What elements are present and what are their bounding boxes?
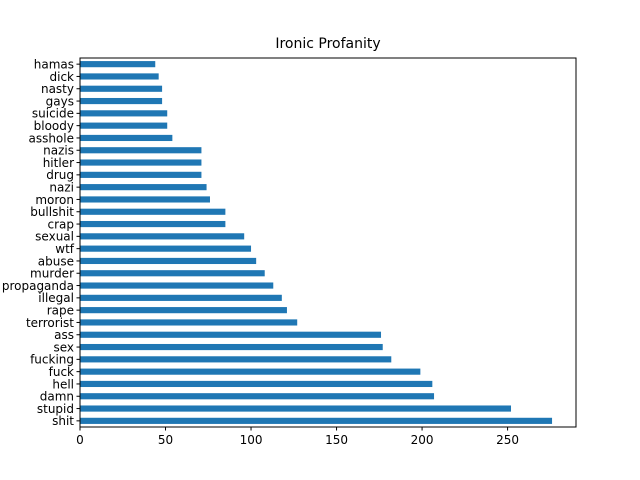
- plot-frame: [79, 57, 577, 428]
- y-tick-label: wtf: [55, 242, 75, 256]
- y-tick-label: nasty: [41, 82, 74, 96]
- chart-title: Ironic Profanity: [275, 36, 380, 52]
- y-tick-label: nazi: [49, 180, 74, 194]
- y-tick-label: sex: [53, 340, 74, 354]
- y-tick-label: rape: [47, 303, 74, 317]
- y-tick-label: asshole: [28, 131, 74, 145]
- bar-bullshit: [80, 208, 226, 215]
- bar-asshole: [80, 134, 173, 142]
- y-tick-label: drug: [46, 168, 74, 182]
- y-tick-label: stupid: [37, 402, 74, 416]
- bar-fucking: [80, 356, 392, 363]
- y-tick-label: illegal: [38, 291, 74, 305]
- bar-abuse: [80, 257, 257, 265]
- bar-hell: [80, 380, 433, 388]
- y-tick-label: terrorist: [26, 316, 74, 330]
- bar-stupid: [80, 405, 512, 412]
- y-tick-label: fucking: [30, 353, 74, 367]
- bar-dick: [80, 73, 159, 80]
- bar-wtf: [80, 245, 252, 252]
- y-tick-label: crap: [47, 217, 74, 231]
- bar-nazis: [80, 147, 202, 154]
- bar-moron: [80, 196, 210, 203]
- bar-hamas: [80, 61, 156, 68]
- x-tick-label: 250: [496, 433, 519, 447]
- bar-gays: [80, 97, 163, 105]
- bar-crap: [80, 220, 226, 228]
- y-tick-label: dick: [50, 70, 75, 84]
- y-tick-label: damn: [40, 390, 74, 404]
- y-tick-label: ass: [54, 328, 74, 342]
- y-tick-label: suicide: [32, 107, 74, 121]
- bar-damn: [80, 393, 435, 400]
- bar-terrorist: [80, 319, 298, 326]
- bar-drug: [80, 171, 202, 178]
- bars-group: [80, 61, 553, 424]
- y-tick-label: hitler: [43, 156, 74, 170]
- y-tick-label: bloody: [34, 119, 74, 133]
- x-tick-label: 0: [76, 433, 84, 447]
- y-axis-ticks: shitstupiddamnhellfuckfuckingsexassterro…: [2, 57, 80, 428]
- x-tick-label: 150: [325, 433, 348, 447]
- y-tick-label: sexual: [35, 230, 74, 244]
- bar-murder: [80, 270, 265, 277]
- y-tick-label: fuck: [49, 365, 74, 379]
- bar-propaganda: [80, 282, 274, 289]
- y-tick-label: propaganda: [2, 279, 74, 293]
- bar-suicide: [80, 110, 168, 117]
- bar-illegal: [80, 294, 282, 301]
- x-tick-label: 100: [240, 433, 263, 447]
- bar-sex: [80, 343, 383, 351]
- x-tick-label: 200: [411, 433, 434, 447]
- bar-sexual: [80, 233, 245, 240]
- bar-shit: [80, 417, 553, 424]
- y-tick-label: abuse: [38, 254, 74, 268]
- x-tick-label: 50: [158, 433, 173, 447]
- bar-bloody: [80, 122, 168, 129]
- y-tick-label: hell: [52, 377, 74, 391]
- y-tick-label: murder: [30, 267, 74, 281]
- y-tick-label: shit: [52, 414, 74, 428]
- bar-ass: [80, 331, 382, 338]
- y-tick-label: hamas: [34, 57, 74, 71]
- bar-fuck: [80, 368, 421, 375]
- bar-hitler: [80, 159, 202, 166]
- y-tick-label: bullshit: [30, 205, 74, 219]
- y-tick-label: nazis: [43, 144, 74, 158]
- bar-nasty: [80, 85, 163, 92]
- y-tick-label: moron: [35, 193, 74, 207]
- x-axis-ticks: 0 50 100 150 200 250: [76, 427, 519, 447]
- bar-nazi: [80, 184, 207, 191]
- bar-rape: [80, 307, 287, 314]
- y-tick-label: gays: [46, 94, 74, 108]
